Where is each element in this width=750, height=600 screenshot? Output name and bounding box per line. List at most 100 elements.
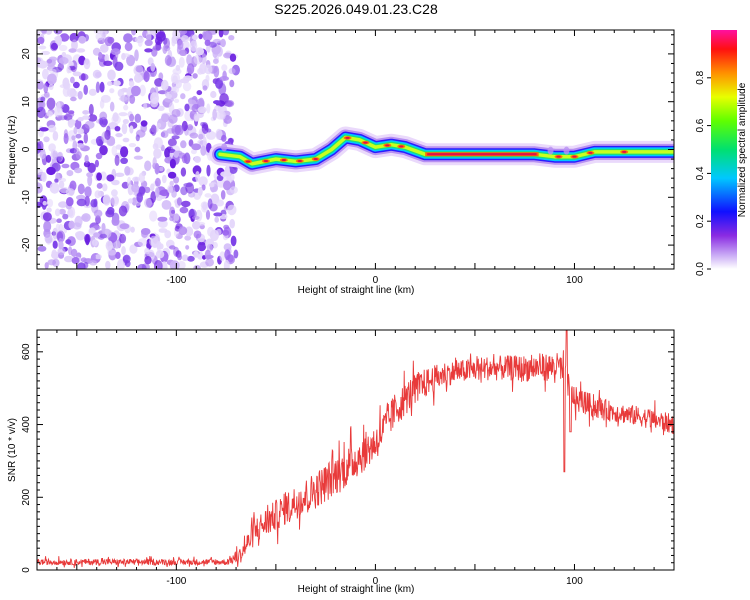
- spectrogram-ylabel: Frequency (Hz): [7, 116, 18, 185]
- noise-speckle: [37, 142, 42, 154]
- noise-speckle: [46, 110, 53, 117]
- ridge-side-blob: [547, 146, 554, 155]
- noise-speckle: [123, 33, 133, 43]
- noise-speckle: [42, 212, 52, 222]
- noise-speckle: [37, 81, 44, 90]
- noise-speckle: [138, 172, 145, 183]
- noise-speckle: [113, 80, 121, 87]
- colorbar-tick-label: 0.8: [695, 70, 706, 84]
- noise-speckle: [158, 219, 168, 228]
- noise-speckle: [121, 53, 131, 58]
- noise-speckle: [173, 150, 180, 158]
- ridge-bead-core: [281, 159, 287, 162]
- noise-speckle: [54, 178, 59, 183]
- noise-speckle: [202, 30, 213, 42]
- noise-speckle: [189, 132, 199, 139]
- noise-speckle: [185, 245, 190, 250]
- ridge-bead-core: [622, 150, 627, 153]
- noise-speckle: [126, 176, 132, 188]
- noise-speckle: [37, 36, 45, 45]
- noise-speckle: [99, 99, 105, 109]
- noise-speckle: [201, 184, 206, 191]
- noise-speckle: [181, 154, 188, 164]
- noise-speckle: [95, 81, 100, 94]
- spectrogram-y-tick-label: 10: [21, 96, 32, 108]
- noise-speckle: [72, 71, 82, 77]
- noise-speckle: [102, 194, 111, 206]
- noise-speckle: [83, 58, 91, 70]
- noise-speckle: [46, 198, 54, 208]
- noise-speckle: [55, 35, 62, 47]
- noise-speckle: [164, 55, 172, 66]
- noise-speckle: [131, 183, 140, 193]
- noise-speckle: [77, 128, 84, 135]
- noise-speckle: [115, 144, 123, 150]
- noise-speckle: [223, 259, 230, 269]
- noise-speckle: [169, 260, 180, 269]
- noise-speckle: [156, 240, 162, 250]
- noise-speckle: [37, 168, 43, 175]
- noise-speckle: [229, 186, 238, 194]
- noise-speckle: [44, 233, 53, 244]
- snr-y-ticks: 0 200 400 600: [21, 329, 674, 573]
- noise-speckle: [202, 85, 208, 91]
- spectrogram-noise: [37, 30, 240, 269]
- noise-speckle: [152, 45, 162, 51]
- noise-speckle: [95, 215, 101, 225]
- noise-speckle: [98, 51, 103, 59]
- noise-speckle: [193, 113, 199, 122]
- noise-speckle: [73, 126, 78, 135]
- snr-y-tick-label: 0: [21, 567, 32, 573]
- noise-speckle: [162, 45, 168, 54]
- ridge-bead-core: [556, 155, 561, 158]
- noise-speckle: [126, 54, 136, 67]
- noise-speckle: [207, 198, 213, 209]
- noise-speckle: [150, 124, 157, 136]
- noise-speckle: [59, 33, 70, 42]
- noise-speckle: [192, 73, 198, 79]
- noise-speckle: [104, 53, 109, 63]
- noise-speckle: [106, 174, 115, 182]
- noise-speckle: [84, 120, 95, 129]
- noise-speckle: [210, 90, 217, 99]
- noise-speckle: [105, 240, 114, 251]
- noise-speckle: [100, 44, 109, 53]
- noise-speckle: [94, 190, 102, 199]
- noise-speckle: [68, 220, 75, 229]
- noise-speckle: [104, 129, 111, 140]
- ridge-bead-core: [263, 160, 269, 163]
- noise-speckle: [219, 110, 226, 120]
- spectrogram-x-ticks: -100 0 100: [36, 30, 675, 286]
- noise-speckle: [120, 157, 128, 164]
- noise-speckle: [157, 216, 168, 222]
- noise-speckle: [93, 232, 100, 238]
- noise-speckle: [77, 143, 85, 149]
- noise-speckle: [128, 80, 135, 87]
- noise-speckle: [127, 198, 134, 204]
- snr-panel: -100 0 100 0 200 400 600 Height of straight l…: [7, 329, 675, 595]
- noise-speckle: [212, 49, 218, 58]
- noise-speckle: [101, 118, 108, 126]
- noise-speckle: [204, 249, 211, 260]
- spectrogram-x-tick-label: 100: [566, 275, 583, 286]
- noise-speckle: [98, 117, 104, 126]
- noise-speckle: [198, 33, 203, 40]
- noise-speckle: [189, 40, 198, 52]
- noise-speckle: [83, 84, 88, 95]
- noise-speckle: [45, 30, 53, 35]
- noise-speckle: [41, 30, 47, 35]
- noise-speckle: [47, 124, 57, 133]
- noise-speckle: [181, 254, 189, 262]
- noise-speckle: [205, 74, 210, 83]
- noise-speckle: [71, 256, 80, 265]
- snr-y-tick-label: 600: [21, 343, 32, 360]
- noise-speckle: [183, 182, 193, 188]
- noise-speckle: [41, 172, 47, 182]
- noise-speckle: [63, 133, 69, 145]
- noise-speckle: [205, 258, 215, 267]
- noise-speckle: [140, 228, 151, 235]
- noise-speckle: [39, 127, 49, 132]
- noise-speckle: [129, 244, 138, 254]
